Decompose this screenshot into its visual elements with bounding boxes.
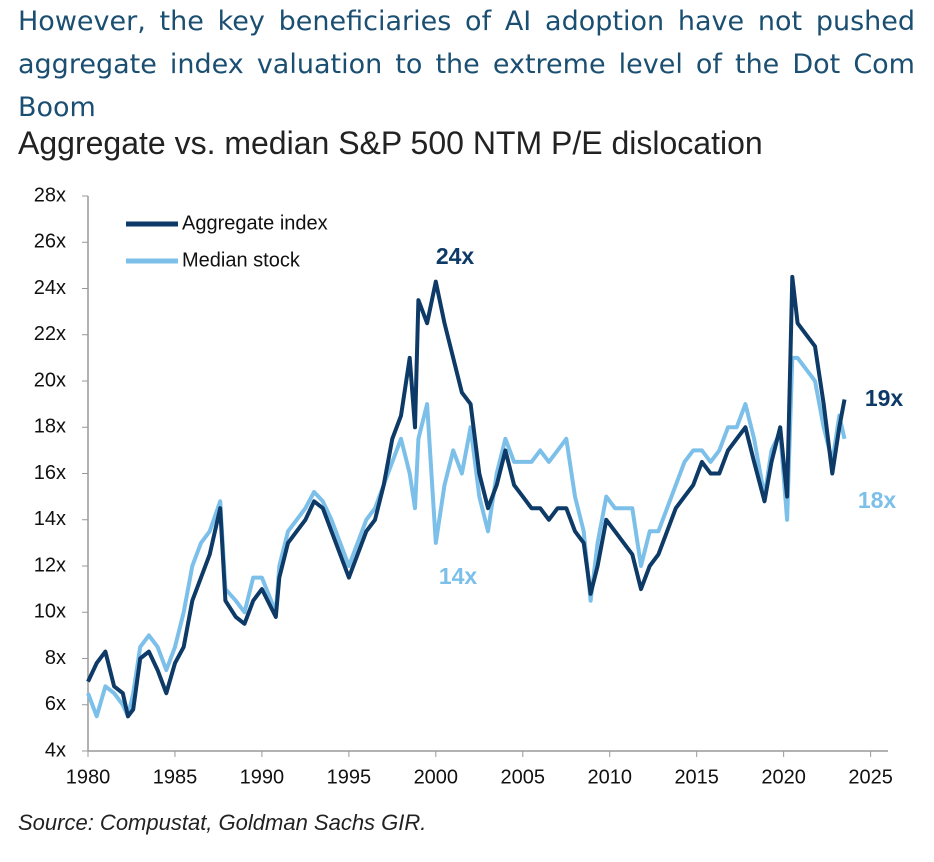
x-tick-label: 1990 — [240, 766, 285, 788]
y-tick-label: 20x — [34, 369, 66, 391]
legend-label: Median stock — [182, 249, 301, 271]
y-tick-label: 28x — [34, 184, 66, 206]
x-tick-label: 1995 — [327, 766, 372, 788]
x-tick-label: 2015 — [674, 766, 719, 788]
y-tick-label: 4x — [45, 739, 66, 761]
y-tick-label: 14x — [34, 508, 66, 530]
x-tick-label: 2000 — [414, 766, 459, 788]
annotation: 24x — [436, 243, 475, 269]
y-tick-label: 10x — [34, 601, 66, 623]
chart-subtitle: Aggregate vs. median S&P 500 NTM P/E dis… — [18, 125, 763, 161]
y-tick-label: 24x — [34, 277, 66, 299]
y-tick-label: 16x — [34, 462, 66, 484]
x-tick-label: 2025 — [848, 766, 893, 788]
x-tick-label: 2005 — [501, 766, 546, 788]
x-tick-label: 1985 — [153, 766, 198, 788]
y-tick-label: 6x — [45, 693, 66, 715]
y-tick-label: 8x — [45, 647, 66, 669]
annotation: 18x — [858, 487, 897, 513]
y-tick-label: 18x — [34, 416, 66, 438]
y-tick-label: 22x — [34, 323, 66, 345]
chart-title: However, the key beneficiaries of AI ado… — [18, 6, 915, 123]
source-note: Source: Compustat, Goldman Sachs GIR. — [18, 810, 427, 835]
x-tick-label: 2020 — [761, 766, 806, 788]
annotation: 14x — [439, 563, 478, 589]
series-line — [86, 274, 847, 719]
legend-label: Aggregate index — [182, 212, 328, 234]
y-tick-label: 26x — [34, 231, 66, 253]
x-tick-label: 2010 — [587, 766, 632, 788]
annotation: 19x — [865, 385, 904, 411]
y-tick-label: 12x — [34, 554, 66, 576]
series-line — [86, 355, 847, 719]
x-tick-label: 1980 — [66, 766, 111, 788]
